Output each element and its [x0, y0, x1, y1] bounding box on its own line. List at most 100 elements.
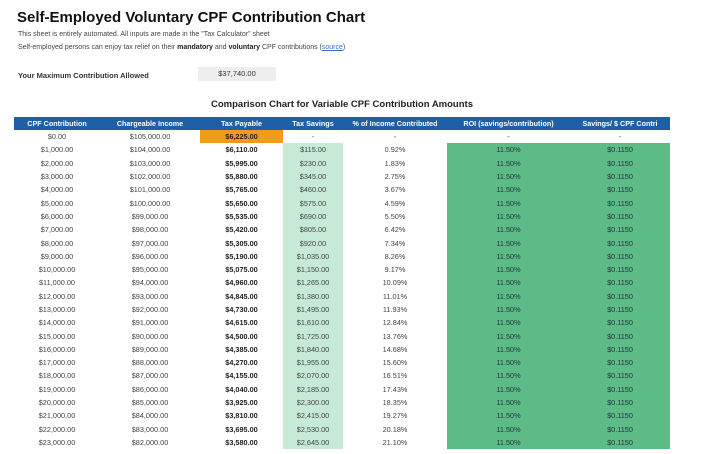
- cell-chargeable-income[interactable]: $85,000.00: [131, 398, 169, 408]
- cell-savings-per-dollar[interactable]: $0.1150: [570, 409, 670, 423]
- cell-savings-per-dollar[interactable]: $0.1150: [570, 316, 670, 330]
- cell-percent-income[interactable]: 11.93%: [382, 305, 408, 314]
- cell-tax-savings[interactable]: $2,070.00: [283, 369, 343, 383]
- cell-cpf-contribution[interactable]: $16,000.00: [38, 344, 76, 354]
- cell-chargeable-income[interactable]: $97,000.00: [131, 238, 169, 248]
- cell-roi[interactable]: 11.50%: [447, 369, 570, 383]
- cell-cpf-contribution[interactable]: $22,000.00: [38, 424, 76, 434]
- cell-savings-per-dollar[interactable]: $0.1150: [570, 422, 670, 436]
- cell-percent-income[interactable]: 5.50%: [384, 211, 406, 221]
- cell-percent-income[interactable]: 10.09%: [382, 278, 408, 288]
- max-contribution-value[interactable]: $37,740.00: [198, 67, 276, 81]
- cell-cpf-contribution[interactable]: $10,000.00: [38, 265, 76, 275]
- cell-percent-income[interactable]: 8.26%: [384, 251, 406, 261]
- cell-tax-payable[interactable]: $3,695.00: [225, 424, 258, 434]
- cell-tax-payable[interactable]: $5,995.00: [225, 158, 258, 168]
- cell-cpf-contribution[interactable]: $19,000.00: [38, 384, 76, 394]
- cell-cpf-contribution[interactable]: $11,000.00: [39, 278, 75, 288]
- cell-cpf-contribution[interactable]: $2,000.00: [40, 158, 74, 168]
- cell-cpf-contribution[interactable]: $1,000.00: [40, 145, 74, 155]
- cell-roi[interactable]: 11.50%: [447, 356, 570, 370]
- cell-tax-savings[interactable]: $920.00: [283, 236, 343, 250]
- col-roi[interactable]: ROI (savings/contribution): [447, 117, 570, 130]
- cell-tax-savings[interactable]: $2,530.00: [283, 422, 343, 436]
- cell-tax-savings[interactable]: $115.00: [283, 143, 343, 157]
- cell-percent-income[interactable]: 17.43%: [382, 384, 408, 394]
- cell-roi[interactable]: 11.50%: [447, 169, 570, 184]
- cell-roi[interactable]: 11.50%: [447, 382, 570, 396]
- cell-savings-per-dollar[interactable]: $0.1150: [570, 356, 670, 370]
- cell-roi[interactable]: 11.50%: [447, 316, 570, 330]
- cell-cpf-contribution[interactable]: $17,000.00: [38, 358, 76, 368]
- col-chargeable-income[interactable]: Chargeable Income: [100, 117, 200, 130]
- cell-cpf-contribution[interactable]: $12,000.00: [38, 291, 76, 301]
- cell-savings-per-dollar[interactable]: $0.1150: [570, 276, 670, 290]
- cell-percent-income[interactable]: 11.01%: [382, 291, 408, 301]
- cell-tax-payable[interactable]: $4,500.00: [225, 331, 258, 341]
- cell-tax-savings[interactable]: $345.00: [283, 169, 343, 184]
- cell-percent-income[interactable]: 16.51%: [382, 371, 408, 381]
- cell-cpf-contribution[interactable]: $9,000.00: [40, 251, 74, 261]
- cell-tax-payable[interactable]: $4,385.00: [225, 344, 258, 354]
- cell-chargeable-income[interactable]: $102,000.00: [129, 172, 171, 182]
- cell-tax-savings[interactable]: $460.00: [283, 183, 343, 197]
- cell-tax-savings[interactable]: $1,495.00: [283, 302, 343, 317]
- cell-chargeable-income[interactable]: $82,000.00: [131, 437, 169, 447]
- cell-roi[interactable]: 11.50%: [447, 183, 570, 197]
- cell-cpf-contribution[interactable]: $21,000.00: [38, 411, 76, 421]
- cell-tax-savings[interactable]: $2,300.00: [283, 395, 343, 410]
- cell-roi[interactable]: 11.50%: [447, 342, 570, 357]
- cell-chargeable-income[interactable]: $83,000.00: [131, 424, 169, 434]
- cell-tax-payable[interactable]: $3,925.00: [225, 398, 258, 408]
- cell-chargeable-income[interactable]: $89,000.00: [131, 344, 169, 354]
- cell-cpf-contribution[interactable]: $7,000.00: [40, 225, 74, 235]
- cell-tax-payable[interactable]: $5,075.00: [225, 265, 258, 275]
- cell-percent-income[interactable]: 0.92%: [384, 145, 406, 155]
- cell-roi[interactable]: 11.50%: [447, 196, 570, 210]
- cell-tax-payable[interactable]: $4,730.00: [225, 305, 258, 314]
- cell-savings-per-dollar[interactable]: $0.1150: [570, 249, 670, 263]
- cell-savings-per-dollar[interactable]: $0.1150: [570, 395, 670, 410]
- cell-savings-per-dollar[interactable]: $0.1150: [570, 143, 670, 157]
- cell-chargeable-income[interactable]: $86,000.00: [131, 384, 169, 394]
- cell-tax-payable[interactable]: $4,960.00: [225, 278, 258, 288]
- cell-tax-savings[interactable]: $2,415.00: [283, 409, 343, 423]
- col-savings-per-dollar[interactable]: Savings/ $ CPF Contri: [570, 117, 670, 130]
- cell-roi[interactable]: 11.50%: [447, 249, 570, 263]
- cell-tax-payable[interactable]: $4,040.00: [225, 384, 258, 394]
- cell-percent-income[interactable]: 21.10%: [382, 437, 408, 447]
- cell-tax-savings[interactable]: $230.00: [283, 156, 343, 170]
- col-tax-savings[interactable]: Tax Savings: [283, 117, 343, 130]
- cell-tax-savings[interactable]: $2,185.00: [283, 382, 343, 396]
- cell-tax-savings[interactable]: $1,610.00: [283, 316, 343, 330]
- cell-cpf-contribution[interactable]: $23,000.00: [38, 437, 76, 447]
- cell-percent-income[interactable]: -: [343, 130, 447, 144]
- cell-savings-per-dollar[interactable]: $0.1150: [570, 196, 670, 210]
- cell-roi[interactable]: -: [447, 130, 570, 144]
- cell-savings-per-dollar[interactable]: $0.1150: [570, 209, 670, 224]
- cell-roi[interactable]: 11.50%: [447, 289, 570, 303]
- cell-tax-savings[interactable]: -: [283, 130, 343, 144]
- cell-percent-income[interactable]: 14.68%: [382, 344, 408, 354]
- cell-tax-savings[interactable]: $690.00: [283, 209, 343, 224]
- cell-roi[interactable]: 11.50%: [447, 262, 570, 277]
- cell-tax-savings[interactable]: $805.00: [283, 223, 343, 237]
- cell-chargeable-income[interactable]: $90,000.00: [131, 331, 169, 341]
- cell-savings-per-dollar[interactable]: $0.1150: [570, 435, 670, 450]
- cell-tax-savings[interactable]: $1,955.00: [283, 356, 343, 370]
- cell-chargeable-income[interactable]: $91,000.00: [131, 318, 169, 328]
- cell-chargeable-income[interactable]: $93,000.00: [131, 291, 169, 301]
- cell-percent-income[interactable]: 20.18%: [382, 424, 408, 434]
- cell-savings-per-dollar[interactable]: $0.1150: [570, 223, 670, 237]
- cell-tax-savings[interactable]: $1,840.00: [283, 342, 343, 357]
- cell-chargeable-income[interactable]: $92,000.00: [131, 305, 169, 314]
- cell-savings-per-dollar[interactable]: $0.1150: [570, 302, 670, 317]
- cell-tax-payable[interactable]: $5,190.00: [225, 251, 258, 261]
- cell-savings-per-dollar[interactable]: $0.1150: [570, 183, 670, 197]
- cell-percent-income[interactable]: 9.17%: [384, 265, 406, 275]
- cell-percent-income[interactable]: 4.59%: [384, 198, 406, 208]
- cell-tax-savings[interactable]: $1,380.00: [283, 289, 343, 303]
- cell-tax-payable[interactable]: $5,765.00: [225, 185, 258, 195]
- cell-tax-savings[interactable]: $1,035.00: [283, 249, 343, 263]
- cell-chargeable-income[interactable]: $103,000.00: [129, 158, 171, 168]
